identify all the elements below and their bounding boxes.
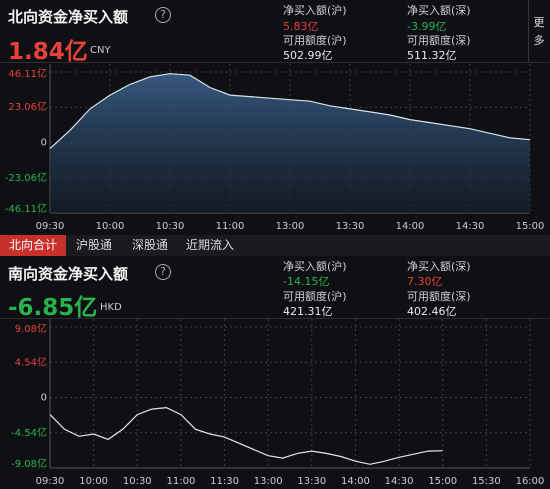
x-tick-label: 10:30 [123, 476, 152, 487]
south-value: -6.85亿 [8, 295, 98, 321]
x-tick-label: 14:00 [341, 476, 370, 487]
help-icon[interactable]: ? [155, 7, 171, 23]
y-tick-label: 9.08亿 [15, 322, 47, 335]
y-tick-label: -46.11亿 [5, 202, 47, 215]
stat-label: 可用额度(深) [407, 290, 471, 303]
stat-label: 净买入额(深) [407, 4, 471, 17]
y-tick-label: 23.06亿 [8, 100, 47, 113]
stat-value: 402.46亿 [407, 305, 457, 318]
x-tick-label: 13:30 [297, 476, 326, 487]
south-unit: HKD [100, 302, 122, 313]
y-tick-label: -23.06亿 [5, 171, 47, 184]
x-tick-label: 13:30 [336, 221, 365, 232]
stat-label: 可用额度(沪) [283, 290, 347, 303]
tab[interactable]: 近期流入 [185, 238, 234, 252]
stat-label: 可用额度(深) [407, 34, 471, 47]
area [50, 73, 530, 213]
stat-label: 净买入额(沪) [283, 260, 347, 273]
tab-active[interactable]: 北向合计 [0, 235, 66, 256]
stat-value: 421.31亿 [283, 305, 333, 318]
tab[interactable]: 深股通 [131, 238, 168, 252]
y-tick-label: 0 [41, 393, 47, 404]
x-tick-label: 11:00 [216, 221, 245, 232]
help-icon[interactable]: ? [155, 264, 171, 280]
divider [0, 62, 550, 63]
divider [0, 318, 550, 319]
stat-label: 净买入额(深) [407, 260, 471, 273]
x-tick-label: 10:00 [79, 476, 108, 487]
south-title: 南向资金净买入额 [8, 265, 129, 283]
stat-value: -3.99亿 [407, 20, 447, 33]
stat-value: 7.30亿 [407, 275, 443, 288]
x-tick-label: 13:00 [276, 221, 305, 232]
y-tick-label: 46.11亿 [8, 67, 47, 80]
x-tick-label: 11:30 [210, 476, 239, 487]
stat-value: 502.99亿 [283, 49, 333, 62]
x-tick-label: 14:00 [396, 221, 425, 232]
more-button[interactable]: 更多 [533, 16, 545, 47]
stat-value: 5.83亿 [283, 20, 319, 33]
x-tick-label: 13:00 [254, 476, 283, 487]
y-tick-label: -4.54亿 [11, 426, 47, 439]
stat-label: 净买入额(沪) [283, 4, 347, 17]
tab[interactable]: 沪股通 [75, 238, 112, 252]
x-tick-label: 16:00 [516, 476, 545, 487]
north-value: 1.84亿 [8, 39, 88, 65]
stat-value: -14.15亿 [283, 275, 330, 288]
x-tick-label: 14:30 [456, 221, 485, 232]
y-tick-label: 4.54亿 [15, 355, 47, 368]
tab-bar [0, 235, 550, 256]
stat-value: 511.32亿 [407, 49, 457, 62]
divider [528, 0, 529, 62]
x-tick-label: 10:00 [96, 221, 125, 232]
x-tick-label: 11:00 [166, 476, 195, 487]
north-unit: CNY [90, 45, 111, 56]
y-tick-label: -9.08亿 [11, 457, 47, 470]
north-title: 北向资金净买入额 [8, 8, 129, 26]
x-tick-label: 09:30 [36, 476, 65, 487]
x-tick-label: 09:30 [36, 221, 65, 232]
x-tick-label: 15:00 [516, 221, 545, 232]
y-tick-label: 0 [41, 138, 47, 149]
line [49, 406, 443, 465]
line [49, 73, 531, 150]
x-tick-label: 15:30 [472, 476, 501, 487]
x-tick-label: 15:00 [428, 476, 457, 487]
stat-label: 可用额度(沪) [283, 34, 347, 47]
x-tick-label: 14:30 [385, 476, 414, 487]
x-tick-label: 10:30 [156, 221, 185, 232]
